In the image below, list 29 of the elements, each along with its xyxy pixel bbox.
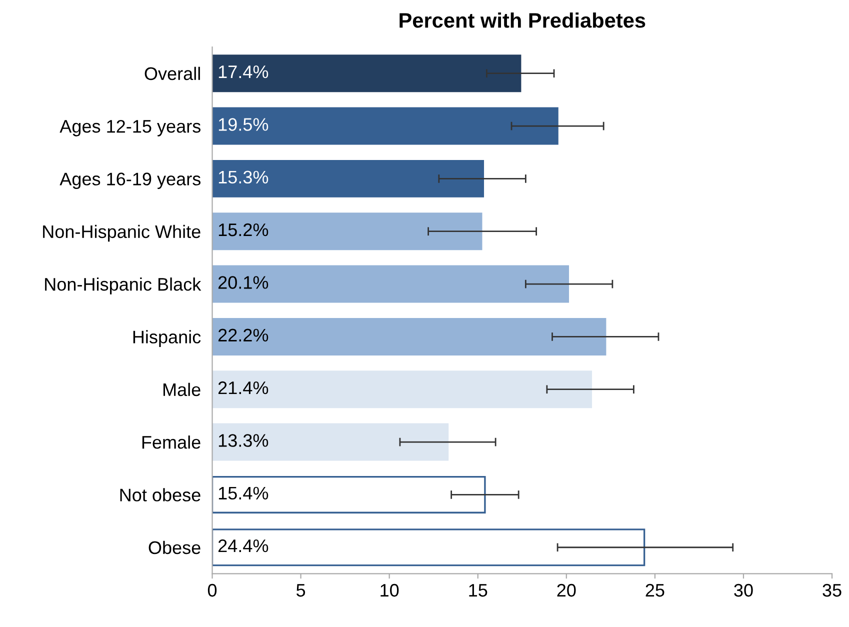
y-tick-label: Ages 16-19 years xyxy=(60,172,200,189)
x-tick-label: 25 xyxy=(646,584,664,597)
y-tick-label: Not obese xyxy=(120,488,200,502)
data-label: 13.3% xyxy=(218,434,268,447)
data-label: 21.4% xyxy=(218,381,268,394)
data-label: 24.4% xyxy=(218,539,268,552)
y-tick-label: Male xyxy=(163,382,200,396)
data-label: 15.3% xyxy=(218,170,268,184)
y-tick-label: Ages 12-15 years xyxy=(60,120,200,136)
data-label: 15.4% xyxy=(218,486,268,500)
x-tick-label: 10 xyxy=(380,584,399,597)
x-tick-label: 15 xyxy=(469,584,488,597)
x-tick-label: 30 xyxy=(734,584,753,597)
y-tick-label: Hispanic xyxy=(133,330,201,347)
x-tick-label: 5 xyxy=(296,584,306,597)
y-tick-label: Overall xyxy=(144,66,200,80)
x-tick-label: 20 xyxy=(557,584,576,597)
data-label: 17.4% xyxy=(218,66,268,78)
data-label: 20.1% xyxy=(218,276,268,289)
data-label: 15.2% xyxy=(218,223,268,236)
y-tick-label: Obese xyxy=(148,540,200,554)
chart-title: Percent with Prediabetes xyxy=(400,12,646,28)
y-tick-label: Non-Hispanic Black xyxy=(45,277,202,294)
x-tick-label: 35 xyxy=(822,584,842,597)
data-label: 19.5% xyxy=(218,118,268,131)
x-tick-label: 0 xyxy=(208,584,217,597)
y-tick-label: Female xyxy=(142,435,200,449)
y-tick-label: Non-Hispanic White xyxy=(43,224,200,242)
data-label: 22.2% xyxy=(218,328,268,342)
